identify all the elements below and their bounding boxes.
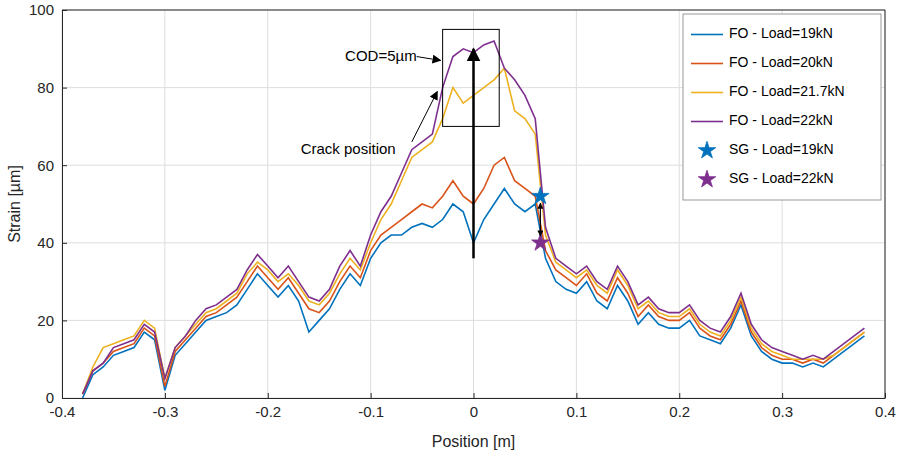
- legend-label: FO - Load=20kN: [729, 54, 833, 70]
- x-grid-line: [267, 10, 268, 398]
- x-tick-mark: [782, 393, 783, 398]
- x-grid-line: [576, 10, 577, 398]
- y-tick-label: 0: [46, 389, 54, 406]
- x-tick: -0.2: [255, 393, 281, 420]
- legend-item: FO - Load=20kN: [691, 54, 833, 70]
- x-tick-label: 0.1: [566, 403, 587, 420]
- y-tick-mark: [62, 243, 67, 244]
- plot: COD=5µmCrack position-0.4-0.3-0.2-0.100.…: [29, 1, 896, 419]
- x-grid-line: [473, 10, 474, 398]
- x-tick-mark: [576, 393, 577, 398]
- legend-item: FO - Load=22kN: [691, 112, 833, 128]
- legend-label: SG - Load=19kN: [729, 141, 834, 157]
- y-tick-label: 80: [37, 79, 54, 96]
- x-axis-title: Position [m]: [432, 433, 516, 450]
- legend-label: FO - Load=21.7kN: [729, 83, 845, 99]
- series-marker: [532, 234, 549, 251]
- x-tick: 0.2: [669, 393, 690, 420]
- annotation-text: Crack position: [301, 140, 396, 157]
- x-tick-label: -0.2: [255, 403, 281, 420]
- annotation-box: [443, 29, 500, 126]
- annotation-arrow: [417, 57, 441, 61]
- y-tick: 60: [37, 157, 67, 174]
- data-layer: [83, 41, 865, 398]
- plot-background: [62, 10, 885, 398]
- x-tick-mark: [371, 393, 372, 398]
- annotation-text: COD=5µm: [345, 47, 417, 64]
- x-tick-mark: [679, 393, 680, 398]
- x-tick-label: -0.3: [152, 403, 178, 420]
- legend-swatch: [691, 121, 723, 123]
- x-tick-label: 0.4: [875, 403, 896, 420]
- legend-swatch: [698, 141, 715, 158]
- x-tick-label: -0.1: [358, 403, 384, 420]
- crack-arrow: [472, 49, 475, 259]
- y-tick-mark: [62, 88, 67, 89]
- annotation-arrow: [540, 203, 541, 236]
- series-line: [83, 41, 865, 394]
- legend-label: FO - Load=22kN: [729, 112, 833, 128]
- x-tick-label: 0.2: [669, 403, 690, 420]
- x-tick-label: 0.3: [772, 403, 793, 420]
- y-grid-line: [62, 10, 885, 11]
- y-tick-label: 100: [29, 1, 54, 18]
- y-tick-label: 20: [37, 312, 54, 329]
- y-axis-title: Strain [µm]: [6, 165, 23, 243]
- x-axis: -0.4-0.3-0.2-0.100.10.20.30.4: [50, 393, 896, 420]
- x-grid-line: [164, 10, 165, 398]
- frame-right: [885, 10, 886, 398]
- legend-item: SG - Load=22kN: [698, 170, 833, 187]
- series-marker: [532, 187, 549, 204]
- y-tick: 40: [37, 234, 67, 251]
- legend-item: FO - Load=19kN: [691, 25, 833, 41]
- legend-box: [683, 14, 881, 200]
- x-tick-mark: [474, 393, 475, 398]
- x-grid-line: [885, 10, 886, 398]
- legend-label: FO - Load=19kN: [729, 25, 833, 41]
- x-tick: 0.3: [772, 393, 793, 420]
- y-tick-mark: [62, 165, 67, 166]
- legend-item: SG - Load=19kN: [698, 141, 833, 158]
- x-grid-line: [679, 10, 680, 398]
- y-grid-line: [62, 320, 885, 321]
- x-tick-mark: [165, 393, 166, 398]
- y-axis-line: [62, 11, 63, 399]
- x-grid-line: [62, 10, 63, 398]
- y-axis: 0 20 40 60 80 100: [29, 1, 67, 406]
- y-tick-mark: [62, 320, 67, 321]
- x-tick-mark: [268, 393, 269, 398]
- annotation-arrow: [412, 91, 438, 141]
- frame-top: [62, 10, 885, 11]
- grid: [62, 10, 885, 398]
- legend-swatch: [691, 92, 723, 94]
- y-tick: 100: [29, 1, 67, 18]
- y-tick: 80: [37, 79, 67, 96]
- y-tick: 0: [46, 389, 67, 406]
- x-tick: 0.1: [566, 393, 587, 420]
- x-tick-label: 0: [470, 403, 478, 420]
- legend-label: SG - Load=22kN: [729, 170, 834, 186]
- x-axis-line: [63, 398, 886, 399]
- y-tick-label: 40: [37, 234, 54, 251]
- legend-swatch: [691, 34, 723, 36]
- legend: FO - Load=19kN FO - Load=20kN FO - Load=21…: [683, 14, 881, 200]
- chart: COD=5µmCrack position-0.4-0.3-0.2-0.100.…: [0, 0, 902, 457]
- legend-swatch: [691, 63, 723, 65]
- x-tick: -0.3: [152, 393, 178, 420]
- y-tick: 20: [37, 312, 67, 329]
- x-tick: -0.1: [358, 393, 384, 420]
- y-tick-mark: [62, 398, 67, 399]
- x-tick: 0: [470, 393, 478, 420]
- legend-swatch: [698, 170, 715, 187]
- x-grid-line: [370, 10, 371, 398]
- legend-item: FO - Load=21.7kN: [691, 83, 845, 99]
- y-tick-label: 60: [37, 157, 54, 174]
